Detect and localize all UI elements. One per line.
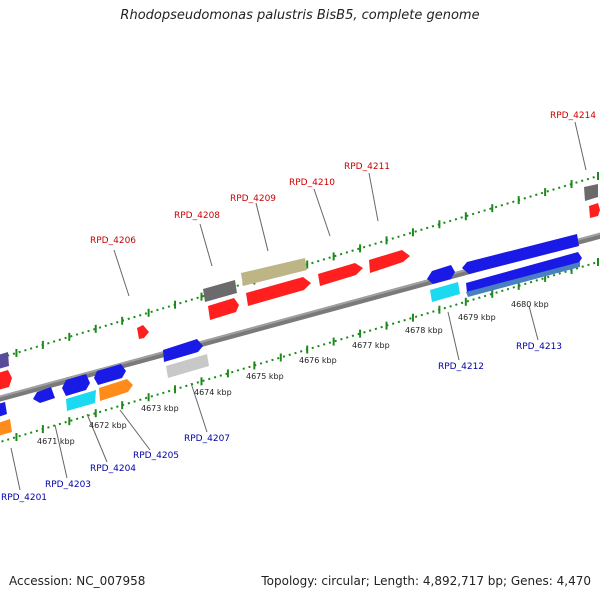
gene-label-rpd-4205[interactable]: RPD_4205: [133, 451, 179, 461]
gene-orange: [0, 419, 12, 436]
scale-label: 4673 kbp: [141, 404, 179, 413]
upper-tick-track: [0, 175, 599, 360]
gene-4214-red: [589, 203, 600, 218]
gene-features: [0, 184, 600, 436]
gene-4213-upper: [462, 234, 579, 274]
leader-4207: [190, 382, 208, 433]
gene-label-rpd-4201[interactable]: RPD_4201: [1, 493, 47, 503]
lower-tick-track: [0, 261, 599, 444]
major-ticks: [15, 172, 599, 442]
leader-4206: [113, 249, 130, 297]
genome-title: Rhodopseudomonas palustris BisB5, comple…: [120, 8, 480, 23]
gene-label-rpd-4211[interactable]: RPD_4211: [344, 162, 390, 172]
scale-label: 4677 kbp: [352, 341, 390, 350]
gene-purple: [0, 352, 9, 369]
gene-label-rpd-4209[interactable]: RPD_4209: [230, 194, 276, 204]
scale-label: 4674 kbp: [194, 388, 232, 397]
gene-label-rpd-4210[interactable]: RPD_4210: [289, 178, 335, 188]
gene-label-rpd-4207[interactable]: RPD_4207: [184, 434, 230, 444]
gene-label-rpd-4213[interactable]: RPD_4213: [516, 342, 562, 352]
scale-label: 4678 kbp: [405, 326, 443, 335]
scale-label: 4672 kbp: [89, 421, 127, 430]
gene-4212-upper: [427, 265, 455, 284]
leader-4205: [119, 409, 151, 451]
gene-blue: [0, 402, 7, 417]
gene-4204-upper: [62, 374, 90, 396]
scale-label: 4680 kbp: [511, 300, 549, 309]
gene-4213-blue: [466, 252, 582, 293]
gene-label-rpd-4206[interactable]: RPD_4206: [90, 236, 136, 246]
scale-label: 4671 kbp: [37, 437, 75, 446]
leader-lines: [10, 121, 587, 491]
gene-4211: [369, 250, 410, 273]
gene-4207-blue: [163, 339, 203, 362]
gene-4206: [137, 325, 149, 339]
leader-4203: [54, 424, 68, 479]
gene-4208-red: [208, 298, 239, 320]
gene-label-rpd-4212[interactable]: RPD_4212: [438, 362, 484, 372]
leader-4201: [10, 447, 21, 491]
gene-4207: [166, 354, 209, 378]
scale-label: 4675 kbp: [246, 372, 284, 381]
leader-4204: [86, 413, 108, 463]
leader-4210: [313, 188, 331, 237]
leader-4212: [447, 311, 460, 361]
gene-label-rpd-4208[interactable]: RPD_4208: [174, 211, 220, 221]
leader-4209: [255, 202, 269, 252]
topology-label: Topology: circular; Length: 4,892,717 bp…: [261, 574, 591, 588]
leader-4214: [574, 121, 587, 171]
gene-label-rpd-4204[interactable]: RPD_4204: [90, 464, 136, 474]
leader-4208: [199, 223, 213, 267]
gene-4209: [241, 258, 307, 286]
scale-labels: 4671 kbp 4672 kbp 4673 kbp 4674 kbp 4675…: [37, 300, 549, 446]
scale-label: 4679 kbp: [458, 313, 496, 322]
gene-red: [0, 370, 12, 390]
accession-label: Accession: NC_007958: [9, 574, 146, 588]
gene-4214: [584, 184, 598, 201]
gene-4203: [33, 387, 55, 403]
gene-4205-upper: [94, 364, 126, 385]
gene-4204: [66, 390, 96, 411]
gene-label-rpd-4203[interactable]: RPD_4203: [45, 480, 91, 490]
bottom-gene-labels: RPD_4201 RPD_4203 RPD_4204 RPD_4205 RPD_…: [1, 342, 562, 503]
gene-4213: [466, 262, 580, 297]
gene-4209-red: [246, 277, 311, 306]
gene-4212: [430, 282, 460, 302]
leader-4213: [528, 305, 539, 341]
gene-label-rpd-4214[interactable]: RPD_4214: [550, 111, 596, 121]
gene-4210: [318, 263, 363, 286]
leader-4211: [368, 172, 379, 222]
scale-label: 4676 kbp: [299, 356, 337, 365]
top-gene-labels: RPD_4206 RPD_4208 RPD_4209 RPD_4210 RPD_…: [90, 111, 596, 246]
gene-4208: [203, 280, 237, 302]
gene-4205: [99, 379, 133, 401]
